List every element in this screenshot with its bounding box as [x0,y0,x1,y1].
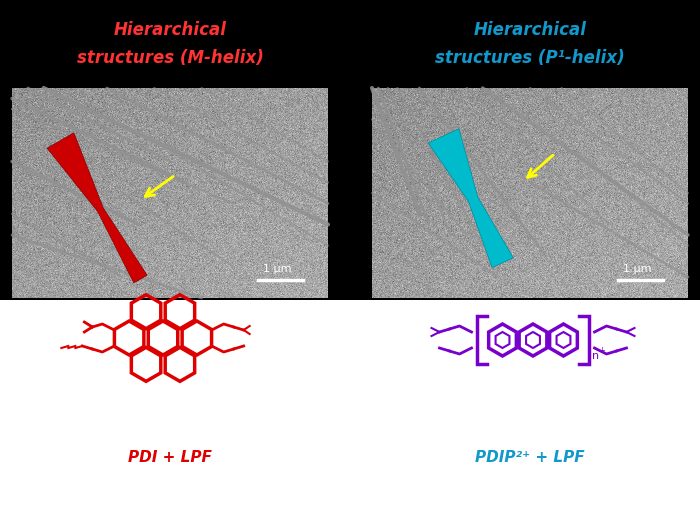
Bar [0,0,700,300]
Text: Hierarchical: Hierarchical [113,21,227,39]
Polygon shape [47,133,147,283]
Bar [0,300,700,513]
Text: PDIP²⁺ + LPF: PDIP²⁺ + LPF [475,450,584,465]
Polygon shape [428,129,513,268]
Text: +: + [598,346,606,355]
Text: structures (M-helix): structures (M-helix) [76,49,263,67]
Text: PDI + LPF: PDI + LPF [128,450,212,465]
Text: n: n [592,351,600,361]
Text: 1 μm: 1 μm [623,264,652,274]
Text: structures (P¹-helix): structures (P¹-helix) [435,49,625,67]
Text: Hierarchical: Hierarchical [473,21,587,39]
Text: 1 μm: 1 μm [263,264,291,274]
